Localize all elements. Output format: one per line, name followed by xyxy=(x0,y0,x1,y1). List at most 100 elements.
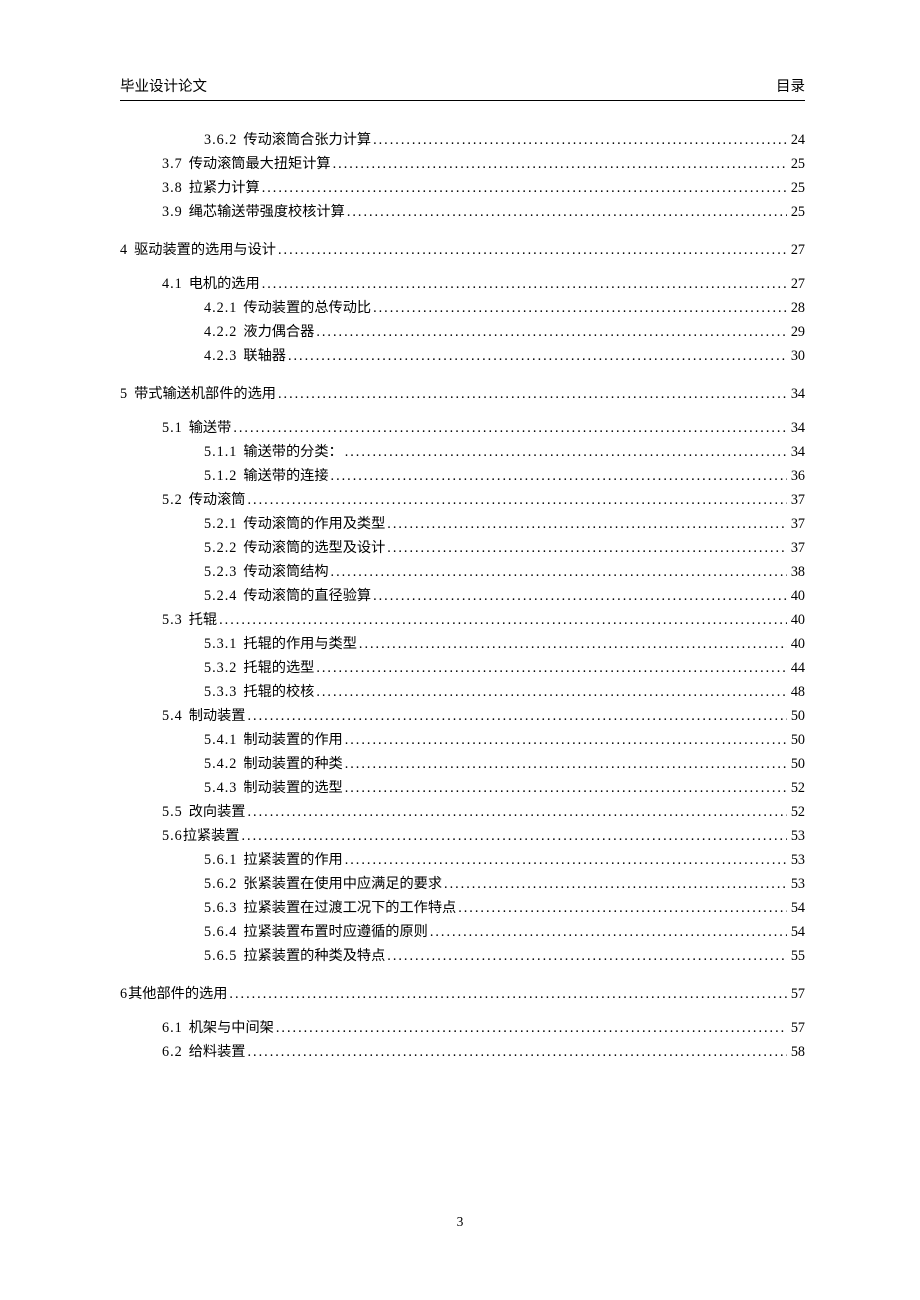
toc-page-number: 40 xyxy=(789,633,805,655)
toc-page-number: 27 xyxy=(789,273,805,295)
toc-entry: 6.2 给料装置 58 xyxy=(120,1041,805,1063)
toc-number: 5.1 xyxy=(162,417,183,439)
toc-number: 5.3.1 xyxy=(204,633,237,655)
toc-label: 给料装置 xyxy=(189,1041,246,1063)
toc-number: 3.9 xyxy=(162,201,183,223)
toc-label: 托辊的选型 xyxy=(243,657,314,679)
toc-number: 5.6.1 xyxy=(204,849,237,871)
toc-page-number: 48 xyxy=(789,681,805,703)
toc-entry: 3.8拉紧力计算25 xyxy=(120,177,805,199)
toc-page-number: 44 xyxy=(789,657,805,679)
toc-entry: 5.1.1输送带的分类：34 xyxy=(120,441,805,463)
toc-number: 5.5 xyxy=(162,801,183,823)
toc-leader-dots xyxy=(373,297,787,319)
toc-entry: 5.4制动装置50 xyxy=(120,705,805,727)
toc-page-number: 58 xyxy=(789,1041,805,1063)
toc-number: 5.3 xyxy=(162,609,183,631)
toc-entry: 5.1输送带34 xyxy=(120,417,805,439)
toc-leader-dots xyxy=(262,273,787,295)
toc-leader-dots xyxy=(444,873,787,895)
toc-label: 传动滚筒结构 xyxy=(243,561,328,583)
toc-leader-dots xyxy=(331,561,787,583)
toc-label: 驱动装置的选用与设计 xyxy=(134,239,276,261)
toc-leader-dots xyxy=(430,921,787,943)
toc-entry: 4.2.2液力偶合器29 xyxy=(120,321,805,343)
toc-page-number: 57 xyxy=(789,983,805,1005)
toc-number: 5.2.4 xyxy=(204,585,237,607)
toc-label: 其他部件的选用 xyxy=(128,983,227,1005)
toc-page-number: 37 xyxy=(789,489,805,511)
toc-leader-dots xyxy=(248,489,787,511)
toc-label: 输送带的连接 xyxy=(243,465,328,487)
toc-leader-dots xyxy=(331,465,787,487)
toc-label: 托辊的校核 xyxy=(243,681,314,703)
toc-leader-dots xyxy=(359,633,787,655)
toc-label: 托辊的作用与类型 xyxy=(243,633,357,655)
toc-leader-dots xyxy=(316,681,786,703)
toc-page-number: 53 xyxy=(789,849,805,871)
toc-page-number: 52 xyxy=(789,801,805,823)
toc-entry: 6.1机架与中间架57 xyxy=(120,1017,805,1039)
toc-label: 张紧装置在使用中应满足的要求 xyxy=(243,873,442,895)
toc-label: 传动装置的总传动比 xyxy=(243,297,371,319)
toc-page-number: 55 xyxy=(789,945,805,967)
toc-label: 传动滚筒最大扭矩计算 xyxy=(189,153,331,175)
toc-number: 5.6.3 xyxy=(204,897,237,919)
toc-leader-dots xyxy=(229,983,786,1005)
toc-leader-dots xyxy=(345,777,787,799)
toc-label: 液力偶合器 xyxy=(243,321,314,343)
toc-label: 拉紧装置布置时应遵循的原则 xyxy=(243,921,427,943)
toc-number: 5.4.1 xyxy=(204,729,237,751)
toc-leader-dots xyxy=(278,239,787,261)
page-number: 3 xyxy=(457,1214,464,1229)
toc-number: 5.1.2 xyxy=(204,465,237,487)
toc-number: 5.3.2 xyxy=(204,657,237,679)
toc-number: 5.2.2 xyxy=(204,537,237,559)
page-header: 毕业设计论文 目录 xyxy=(120,75,805,101)
table-of-contents: 3.6.2传动滚筒合张力计算243.7传动滚筒最大扭矩计算253.8拉紧力计算2… xyxy=(120,129,805,1063)
toc-label: 改向装置 xyxy=(189,801,246,823)
toc-number: 5.4 xyxy=(162,705,183,727)
toc-entry: 5.3.1 托辊的作用与类型 40 xyxy=(120,633,805,655)
toc-entry: 5.6.3拉紧装置在过渡工况下的工作特点54 xyxy=(120,897,805,919)
toc-entry: 5.3托辊40 xyxy=(120,609,805,631)
toc-leader-dots xyxy=(242,825,787,847)
toc-label: 传动滚筒的直径验算 xyxy=(243,585,371,607)
toc-entry: 5.6拉紧装置53 xyxy=(120,825,805,847)
toc-entry: 4驱动装置的选用与设计27 xyxy=(120,239,805,261)
toc-entry: 5.3.2 托辊的选型 44 xyxy=(120,657,805,679)
toc-leader-dots xyxy=(219,609,787,631)
toc-entry: 5.4.3制动装置的选型52 xyxy=(120,777,805,799)
toc-page-number: 25 xyxy=(789,201,805,223)
toc-entry: 5.2传动滚筒37 xyxy=(120,489,805,511)
toc-page-number: 37 xyxy=(789,537,805,559)
toc-label: 机架与中间架 xyxy=(189,1017,274,1039)
toc-leader-dots xyxy=(345,441,787,463)
toc-leader-dots xyxy=(345,753,787,775)
toc-number: 4.2.1 xyxy=(204,297,237,319)
toc-entry: 5.3.3托辊的校核48 xyxy=(120,681,805,703)
toc-number: 5.6 xyxy=(162,825,183,847)
toc-entry: 4.2.3联轴器30 xyxy=(120,345,805,367)
toc-leader-dots xyxy=(278,383,787,405)
toc-number: 5.4.2 xyxy=(204,753,237,775)
toc-label: 传动滚筒的选型及设计 xyxy=(243,537,385,559)
toc-page-number: 34 xyxy=(789,417,805,439)
toc-leader-dots xyxy=(288,345,787,367)
toc-entry: 4.1 电机的选用27 xyxy=(120,273,805,295)
toc-label: 带式输送机部件的选用 xyxy=(134,383,276,405)
toc-entry: 5.6.1 拉紧装置的作用 53 xyxy=(120,849,805,871)
toc-leader-dots xyxy=(333,153,787,175)
toc-entry: 5.5 改向装置 52 xyxy=(120,801,805,823)
toc-label: 拉紧装置的作用 xyxy=(243,849,342,871)
toc-entry: 5.6.2张紧装置在使用中应满足的要求53 xyxy=(120,873,805,895)
toc-number: 6.2 xyxy=(162,1041,183,1063)
toc-page-number: 40 xyxy=(789,609,805,631)
toc-page-number: 53 xyxy=(789,825,805,847)
toc-number: 5.4.3 xyxy=(204,777,237,799)
toc-label: 拉紧装置在过渡工况下的工作特点 xyxy=(243,897,456,919)
toc-number: 4 xyxy=(120,239,128,261)
toc-leader-dots xyxy=(316,657,786,679)
toc-entry: 3.7传动滚筒最大扭矩计算25 xyxy=(120,153,805,175)
toc-number: 3.8 xyxy=(162,177,183,199)
